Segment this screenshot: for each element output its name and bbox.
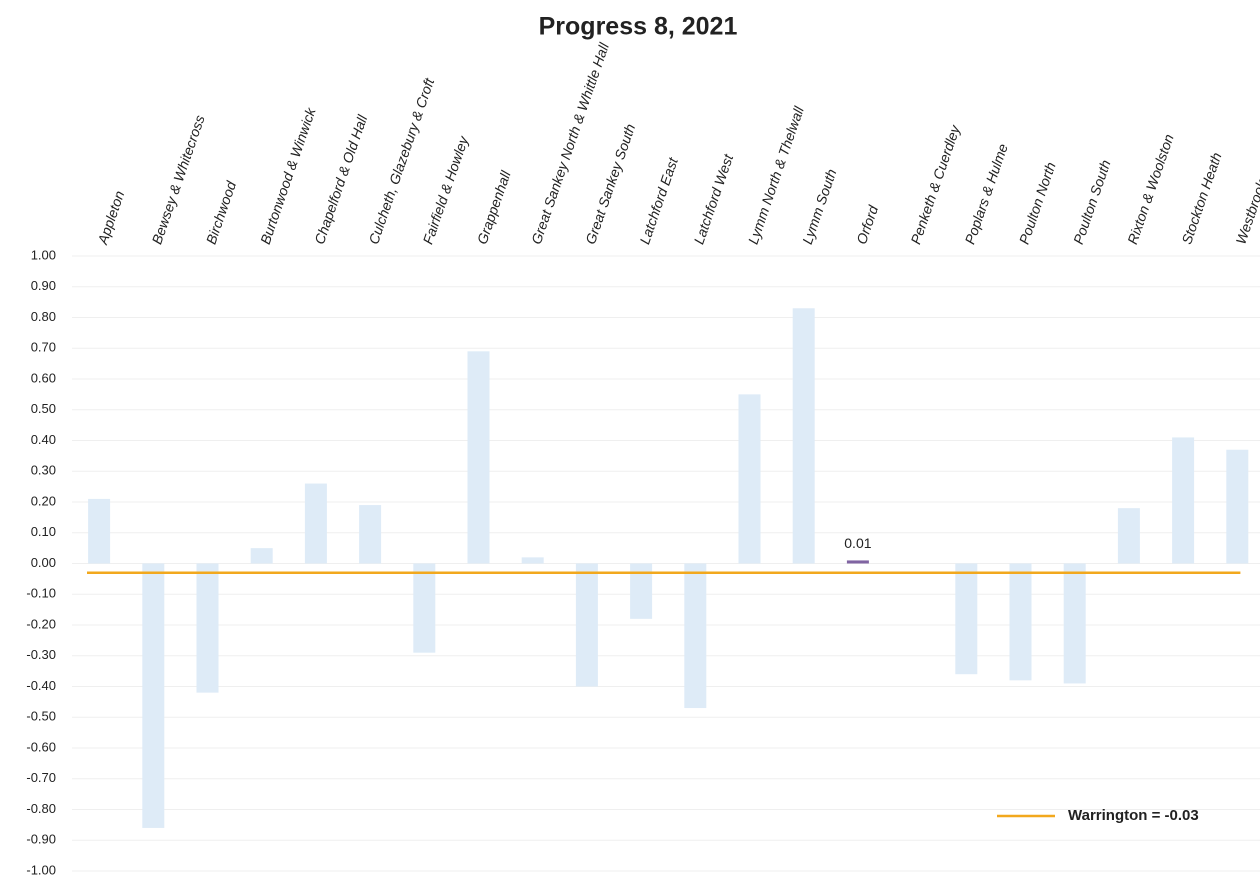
y-tick-label: -0.30 (26, 647, 56, 662)
x-tick-label: Lymm North & Thelwall (745, 104, 807, 247)
y-tick-label: -0.70 (26, 770, 56, 785)
y-tick-label: -0.10 (26, 586, 56, 601)
y-tick-label: 0.60 (31, 370, 56, 385)
bar (630, 563, 653, 619)
y-tick-label: 0.30 (31, 463, 56, 478)
y-tick-label: 0.00 (31, 555, 56, 570)
y-tick-label: 0.90 (31, 278, 56, 293)
x-tick-label: Poulton North (1016, 160, 1059, 246)
x-tick-label: Appleton (94, 189, 128, 248)
x-tick-label: Burtonwood & Winwick (257, 105, 319, 246)
bar (142, 563, 165, 828)
x-tick-label: Poulton South (1070, 158, 1114, 247)
y-tick-label: -0.40 (26, 678, 56, 693)
x-tick-label: Bewsey & Whitecross (149, 113, 208, 246)
bar (575, 563, 598, 687)
x-tick-label: Rixton & Woolston (1124, 132, 1177, 246)
x-tick-label: Poplars & Hulme (962, 141, 1011, 246)
x-tick-label: Orford (853, 202, 881, 246)
legend-label: Warrington = -0.03 (1068, 807, 1199, 824)
bar (1009, 563, 1032, 681)
x-tick-label: Great Sankey South (582, 122, 638, 247)
value-label: 0.01 (844, 535, 871, 551)
y-tick-label: -0.20 (26, 616, 56, 631)
bar (413, 563, 436, 653)
bar (88, 498, 111, 564)
bar (684, 563, 707, 709)
bar (250, 548, 273, 564)
y-tick-label: 0.10 (31, 524, 56, 539)
x-tick-label: Chapelford & Old Hall (311, 112, 370, 246)
bar (1063, 563, 1086, 684)
bar (846, 560, 869, 564)
bar (196, 563, 219, 693)
bar (955, 563, 978, 675)
x-tick-label: Grappenhall (474, 168, 514, 246)
y-tick-label: 0.70 (31, 340, 56, 355)
x-tick-label: Birchwood (203, 178, 240, 246)
y-tick-label: 0.80 (31, 309, 56, 324)
x-tick-label: Fairfield & Howley (420, 133, 472, 246)
x-tick-label: Lymm South (799, 167, 840, 246)
x-tick-label: Penketh & Cuerdley (907, 122, 963, 246)
bar (738, 394, 761, 564)
bar (792, 308, 815, 564)
y-tick-label: -0.90 (26, 832, 56, 847)
bar (304, 483, 327, 564)
bar (1226, 449, 1249, 564)
bar (1172, 437, 1195, 564)
y-tick-label: -0.60 (26, 739, 56, 754)
bar (1117, 508, 1140, 564)
y-tick-label: -1.00 (26, 862, 56, 877)
x-tick-label: Latchford West (691, 151, 737, 246)
y-tick-label: 1.00 (31, 247, 56, 262)
bar (467, 351, 490, 564)
y-tick-label: 0.50 (31, 401, 56, 416)
chart-title: Progress 8, 2021 (539, 13, 738, 41)
x-tick-label: Westbrook (1233, 177, 1260, 246)
y-tick-label: 0.40 (31, 432, 56, 447)
y-tick-label: -0.50 (26, 709, 56, 724)
bar (521, 557, 544, 564)
x-tick-label: Latchford East (636, 155, 681, 247)
y-tick-label: -0.80 (26, 801, 56, 816)
bar (359, 505, 382, 564)
y-tick-label: 0.20 (31, 493, 56, 508)
x-tick-label: Stockton Heath (1178, 150, 1224, 246)
